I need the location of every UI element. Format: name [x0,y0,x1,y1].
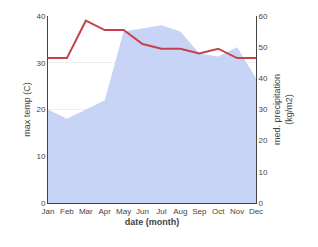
svg-text:Nov: Nov [230,207,244,216]
svg-text:Sep: Sep [192,207,207,216]
svg-text:med. precipitation(kg/m2): med. precipitation(kg/m2) [272,74,294,145]
svg-text:Mar: Mar [79,207,93,216]
svg-text:20: 20 [259,136,268,145]
svg-text:30: 30 [36,59,45,68]
svg-text:date (month): date (month) [125,217,180,227]
svg-text:20: 20 [36,105,45,114]
svg-text:0: 0 [259,199,264,208]
svg-text:10: 10 [259,168,268,177]
svg-text:Jun: Jun [136,207,149,216]
svg-text:Aug: Aug [173,207,187,216]
svg-text:0: 0 [41,199,46,208]
svg-text:40: 40 [36,12,45,21]
svg-text:40: 40 [259,74,268,83]
svg-text:Feb: Feb [60,207,74,216]
svg-text:50: 50 [259,43,268,52]
svg-text:30: 30 [259,105,268,114]
svg-text:May: May [116,207,131,216]
svg-text:60: 60 [259,12,268,21]
svg-text:10: 10 [36,152,45,161]
svg-text:Apr: Apr [99,207,112,216]
svg-text:Oct: Oct [212,207,225,216]
svg-text:Dec: Dec [249,207,263,216]
svg-text:Jan: Jan [42,207,55,216]
svg-text:max temp (C): max temp (C) [22,82,32,137]
svg-text:Jul: Jul [156,207,166,216]
